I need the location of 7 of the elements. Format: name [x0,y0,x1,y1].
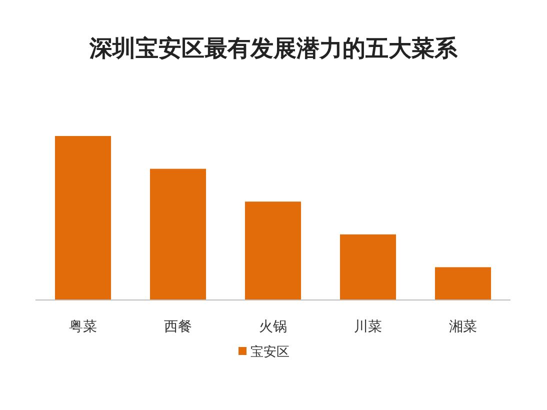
x-tick-label: 西餐 [164,319,192,335]
chart-title: 深圳宝安区最有发展潜力的五大菜系 [88,35,458,62]
legend-label: 宝安区 [250,344,290,360]
x-tick-label: 湘菜 [449,319,477,335]
x-tick-label: 川菜 [354,319,382,335]
x-tick-label: 粤菜 [69,319,97,335]
x-tick-label: 火锅 [259,319,287,335]
